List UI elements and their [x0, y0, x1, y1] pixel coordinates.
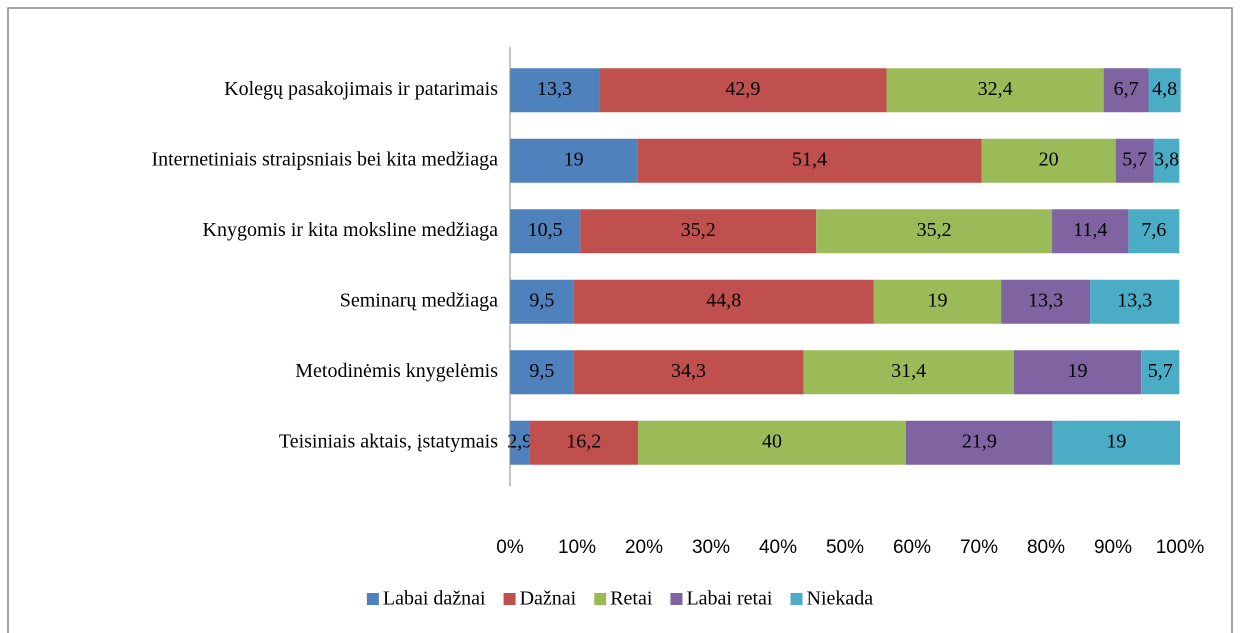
bar-segment [637, 420, 906, 465]
x-tick-label: 50% [826, 537, 864, 558]
legend-swatch [503, 593, 516, 605]
y-tick-label: Internetiniais straipsniais bei kita med… [151, 148, 498, 170]
bar-segment [1148, 68, 1181, 113]
x-tick-label: 70% [960, 537, 998, 558]
bar-segment [510, 420, 530, 465]
data-label: 9,5 [529, 289, 554, 311]
legend-label: Labai dažnai [383, 588, 486, 610]
data-label: 2,9 [507, 430, 532, 452]
x-tick-label: 20% [625, 537, 663, 558]
x-tick-label: 100% [1156, 537, 1205, 558]
bar-segment [1052, 420, 1180, 465]
bar-segment [1103, 68, 1149, 113]
data-label: 7,6 [1141, 219, 1166, 241]
data-label: 13,3 [1117, 289, 1152, 311]
bar-segment [1115, 138, 1154, 183]
x-tick-label: 40% [759, 537, 797, 558]
data-label: 42,9 [725, 78, 760, 100]
x-tick-label: 10% [558, 537, 596, 558]
bar-segment [510, 350, 574, 395]
data-label: 13,3 [1028, 289, 1063, 311]
data-label: 10,5 [528, 219, 563, 241]
bar-segment [1052, 209, 1129, 254]
bar-segment [510, 68, 600, 113]
y-tick-label: Metodinėmis knygelėmis [295, 360, 498, 382]
data-label: 51,4 [792, 148, 827, 170]
bar-segment [573, 279, 874, 324]
y-tick-label: Knygomis ir kita moksline medžiaga [203, 219, 499, 241]
bar-segment [981, 138, 1116, 183]
x-tick-label: 90% [1094, 537, 1132, 558]
data-label: 3,8 [1154, 148, 1179, 170]
legend-label: Retai [610, 588, 653, 610]
x-tick-label: 0% [496, 537, 524, 558]
bar-segment [573, 350, 804, 395]
bar-segment [529, 420, 638, 465]
data-label: 32,4 [978, 78, 1013, 100]
bar-segment [1128, 209, 1180, 254]
data-label: 19 [1106, 430, 1126, 452]
y-tick-label: Kolegų pasakojimais ir patarimais [224, 78, 498, 100]
bar-segment [599, 68, 887, 113]
legend-swatch [366, 593, 379, 605]
bar-segment [580, 209, 817, 254]
data-label: 5,7 [1122, 148, 1147, 170]
x-tick-label: 60% [893, 537, 931, 558]
data-label: 31,4 [891, 360, 926, 382]
data-label: 13,3 [537, 78, 572, 100]
legend-swatch [670, 593, 683, 605]
data-label: 6,7 [1114, 78, 1139, 100]
data-label: 19 [927, 289, 947, 311]
bar-segment [1141, 350, 1180, 395]
data-label: 5,7 [1148, 360, 1173, 382]
y-tick-label: Seminarų medžiaga [340, 289, 498, 311]
bar-segment [905, 420, 1053, 465]
data-label: 21,9 [962, 430, 997, 452]
bar-segment [510, 209, 581, 254]
legend-label: Dažnai [520, 588, 577, 610]
data-label: 9,5 [529, 360, 554, 382]
data-label: 19 [1067, 360, 1087, 382]
data-label: 16,2 [566, 430, 601, 452]
data-label: 19 [564, 148, 584, 170]
data-label: 11,4 [1073, 219, 1107, 241]
bar-segment [637, 138, 982, 183]
bar-segment [886, 68, 1104, 113]
legend-label: Niekada [807, 588, 874, 610]
bar-segment [1013, 350, 1142, 395]
bar-segment [1090, 279, 1180, 324]
data-label: 4,8 [1152, 78, 1177, 100]
y-tick-label: Teisiniais aktais, įstatymais [279, 430, 498, 452]
data-label: 20 [1039, 148, 1059, 170]
x-tick-label: 30% [692, 537, 730, 558]
legend-label: Labai retai [686, 588, 772, 610]
bar-segment [1153, 138, 1180, 183]
data-label: 35,2 [681, 219, 716, 241]
data-label: 44,8 [706, 289, 741, 311]
bar-segment [510, 138, 638, 183]
data-label: 34,3 [671, 360, 706, 382]
bar-segment [1001, 279, 1091, 324]
legend-swatch [594, 593, 607, 605]
bar-segment [510, 279, 574, 324]
bar-segment [816, 209, 1053, 254]
x-tick-label: 80% [1027, 537, 1065, 558]
legend-swatch [790, 593, 803, 605]
bar-segment [803, 350, 1014, 395]
data-label: 35,2 [917, 219, 952, 241]
data-label: 40 [762, 430, 782, 452]
bar-segment [873, 279, 1002, 324]
